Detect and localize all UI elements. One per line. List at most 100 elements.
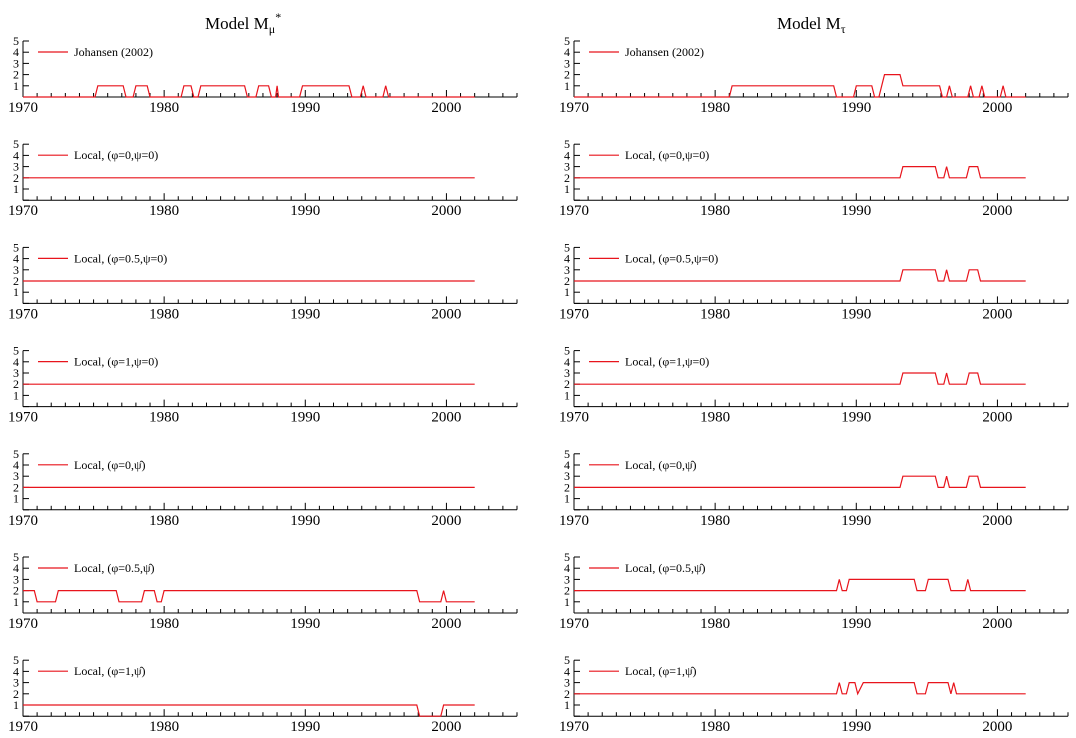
legend-label: Local, (φ=1,ψ̂)	[625, 664, 697, 678]
y-tick-label: 4	[13, 458, 19, 472]
y-tick-label: 3	[564, 263, 570, 277]
y-tick-label: 3	[564, 56, 570, 70]
y-tick-label: 4	[564, 252, 570, 266]
y-tick-label: 1	[13, 492, 19, 506]
series-line	[574, 372, 1026, 385]
x-tick-label: 2000	[982, 513, 1012, 529]
series-line	[574, 681, 1026, 696]
x-tick-label: 1970	[8, 616, 38, 632]
y-tick-label: 3	[564, 676, 570, 690]
y-tick-label: 2	[13, 687, 19, 701]
x-tick-label: 1990	[841, 616, 871, 632]
x-tick-label: 1980	[700, 100, 730, 116]
y-tick-label: 3	[564, 366, 570, 380]
y-tick-label: 4	[564, 45, 570, 59]
x-tick-label: 1990	[841, 306, 871, 322]
y-tick-label: 2	[564, 687, 570, 701]
y-tick-label: 5	[564, 34, 570, 48]
y-tick-label: 3	[564, 160, 570, 174]
x-tick-label: 1970	[8, 203, 38, 219]
series-line	[23, 85, 475, 98]
y-tick-label: 3	[13, 160, 19, 174]
x-tick-label: 1990	[290, 513, 320, 529]
x-tick-label: 1970	[8, 719, 38, 735]
x-tick-label: 2000	[431, 616, 461, 632]
y-tick-label: 1	[13, 182, 19, 196]
x-tick-label: 1990	[290, 616, 320, 632]
x-tick-label: 2000	[431, 513, 461, 529]
legend-label: Johansen (2002)	[625, 45, 704, 59]
x-tick-label: 1980	[700, 306, 730, 322]
y-tick-label: 5	[564, 240, 570, 254]
x-tick-label: 1970	[8, 306, 38, 322]
y-tick-label: 3	[13, 469, 19, 483]
legend-label: Local, (φ=0,ψ̂)	[625, 458, 697, 472]
x-tick-label: 1990	[290, 410, 320, 426]
y-tick-label: 2	[13, 584, 19, 598]
x-tick-label: 1970	[8, 513, 38, 529]
x-tick-label: 1980	[700, 616, 730, 632]
x-tick-label: 1980	[700, 410, 730, 426]
y-tick-label: 5	[564, 344, 570, 358]
x-tick-label: 2000	[431, 410, 461, 426]
y-tick-label: 5	[13, 240, 19, 254]
x-tick-label: 1990	[841, 100, 871, 116]
x-tick-label: 1970	[559, 719, 589, 735]
x-tick-label: 1970	[559, 306, 589, 322]
y-tick-label: 2	[564, 171, 570, 185]
y-tick-label: 3	[13, 572, 19, 586]
legend-label: Johansen (2002)	[74, 45, 153, 59]
y-tick-label: 4	[564, 561, 570, 575]
x-tick-label: 1980	[149, 306, 179, 322]
y-tick-label: 5	[564, 550, 570, 564]
y-tick-label: 2	[13, 171, 19, 185]
x-tick-label: 1990	[841, 410, 871, 426]
x-tick-label: 1990	[841, 513, 871, 529]
x-tick-label: 2000	[982, 306, 1012, 322]
x-tick-label: 1980	[700, 203, 730, 219]
series-line	[574, 166, 1026, 179]
y-tick-label: 3	[13, 366, 19, 380]
x-tick-label: 2000	[431, 100, 461, 116]
y-tick-label: 2	[13, 480, 19, 494]
x-tick-label: 1980	[149, 410, 179, 426]
x-tick-label: 1980	[700, 719, 730, 735]
y-tick-label: 5	[13, 550, 19, 564]
x-tick-label: 1990	[841, 203, 871, 219]
series-line	[574, 475, 1026, 488]
y-tick-label: 1	[564, 182, 570, 196]
y-tick-label: 2	[13, 274, 19, 288]
y-tick-label: 2	[13, 377, 19, 391]
y-tick-label: 2	[564, 274, 570, 288]
x-tick-label: 1990	[841, 719, 871, 735]
x-tick-label: 1980	[700, 513, 730, 529]
y-tick-label: 4	[564, 458, 570, 472]
y-tick-label: 2	[13, 68, 19, 82]
y-tick-label: 5	[13, 137, 19, 151]
y-tick-label: 4	[13, 148, 19, 162]
x-tick-label: 1970	[559, 203, 589, 219]
column-title-left: Model Mμ*	[205, 10, 282, 36]
y-tick-label: 1	[564, 595, 570, 609]
x-tick-label: 1980	[149, 719, 179, 735]
series-line	[23, 589, 475, 603]
legend-label: Local, (φ=0,ψ=0)	[74, 148, 158, 162]
x-tick-label: 1990	[290, 719, 320, 735]
y-tick-label: 1	[564, 388, 570, 402]
x-tick-label: 1970	[559, 616, 589, 632]
x-tick-label: 2000	[982, 100, 1012, 116]
y-tick-label: 5	[13, 653, 19, 667]
x-tick-label: 1990	[290, 100, 320, 116]
legend-label: Local, (φ=0.5,ψ=0)	[74, 251, 167, 265]
